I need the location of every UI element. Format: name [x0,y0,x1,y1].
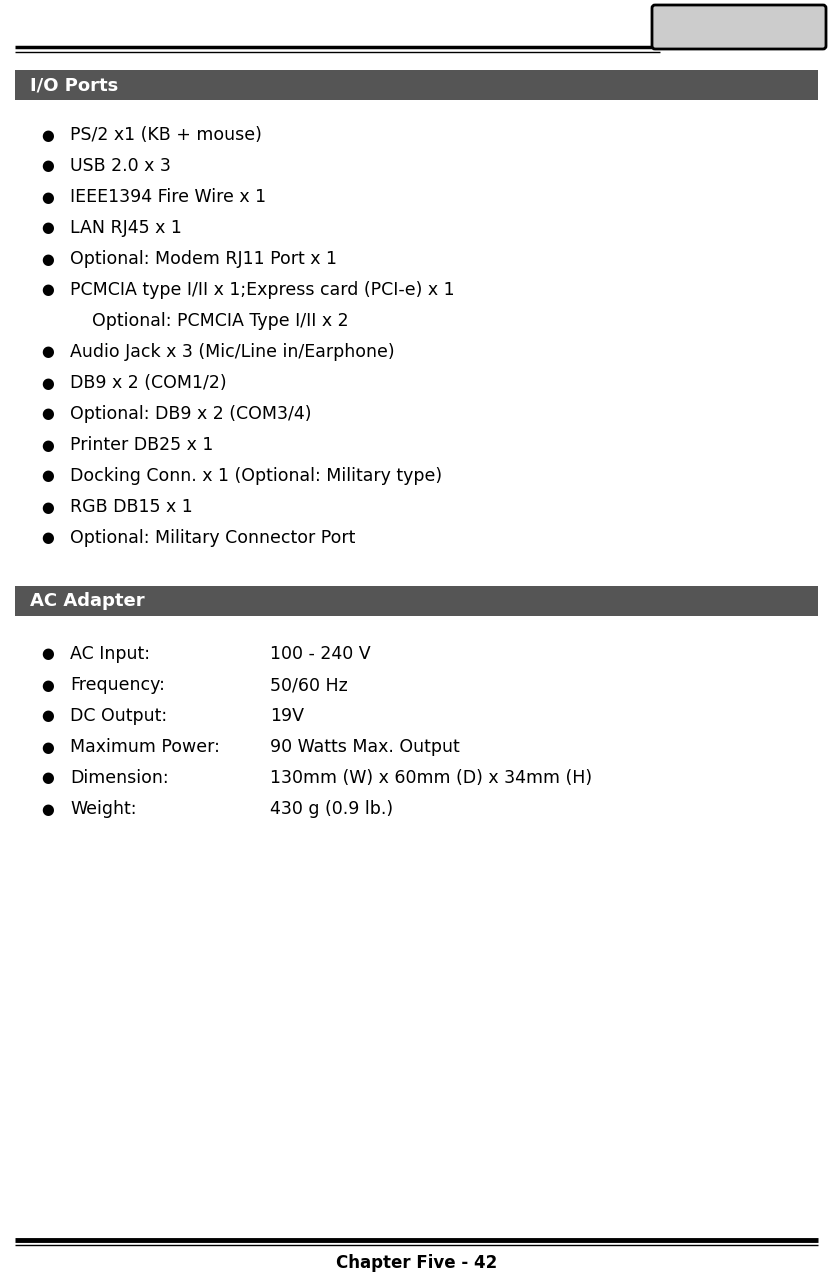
FancyBboxPatch shape [652,5,826,49]
Bar [15,70,818,100]
Text: ●: ● [42,159,54,173]
Text: USB 2.0 x 3: USB 2.0 x 3 [70,158,171,175]
Text: Docking Conn. x 1 (Optional: Military type): Docking Conn. x 1 (Optional: Military ty… [70,468,442,485]
Text: Optional: DB9 x 2 (COM3/4): Optional: DB9 x 2 (COM3/4) [70,405,312,423]
Text: 50/60 Hz: 50/60 Hz [270,676,347,694]
Text: 19V: 19V [270,707,304,725]
Text: Optional: Military Connector Port: Optional: Military Connector Port [70,529,356,547]
Text: 430 g (0.9 lb.): 430 g (0.9 lb.) [270,801,393,819]
Text: ●: ● [42,500,54,515]
Text: Weight:: Weight: [70,801,137,819]
Text: AC Adapter: AC Adapter [30,592,145,610]
Text: 130mm (W) x 60mm (D) x 34mm (H): 130mm (W) x 60mm (D) x 34mm (H) [270,769,592,787]
Text: Frequency:: Frequency: [70,676,165,694]
Text: Dimension:: Dimension: [70,769,168,787]
Text: ●: ● [42,708,54,724]
Text: I/O Ports: I/O Ports [30,76,118,94]
Text: IEEE1394 Fire Wire x 1: IEEE1394 Fire Wire x 1 [70,188,266,206]
Text: ●: ● [42,345,54,360]
Text: ●: ● [42,770,54,785]
Text: Printer DB25 x 1: Printer DB25 x 1 [70,436,213,453]
Text: LAN RJ45 x 1: LAN RJ45 x 1 [70,219,182,237]
Text: ●: ● [42,406,54,421]
Text: 90 Watts Max. Output: 90 Watts Max. Output [270,738,460,756]
Text: ●: ● [42,251,54,266]
Text: Maximum Power:: Maximum Power: [70,738,220,756]
Text: ●: ● [42,802,54,816]
Text: ●: ● [42,220,54,236]
Text: ●: ● [42,375,54,391]
Text: 100 - 240 V: 100 - 240 V [270,646,371,664]
Text: PS/2 x1 (KB + mouse): PS/2 x1 (KB + mouse) [70,126,262,143]
Text: DC Output:: DC Output: [70,707,167,725]
Text: Audio Jack x 3 (Mic/Line in/Earphone): Audio Jack x 3 (Mic/Line in/Earphone) [70,343,395,361]
Text: ●: ● [42,647,54,661]
Text: Specification: Specification [678,18,800,36]
Text: ●: ● [42,530,54,546]
Text: DB9 x 2 (COM1/2): DB9 x 2 (COM1/2) [70,374,227,392]
Text: Optional: Modem RJ11 Port x 1: Optional: Modem RJ11 Port x 1 [70,250,337,268]
Text: RGB DB15 x 1: RGB DB15 x 1 [70,498,192,516]
Text: ●: ● [42,678,54,693]
Text: Chapter Five - 42: Chapter Five - 42 [336,1254,497,1272]
Text: ●: ● [42,739,54,755]
Text: ●: ● [42,283,54,297]
Text: ●: ● [42,438,54,452]
Text: Optional: PCMCIA Type I/II x 2: Optional: PCMCIA Type I/II x 2 [92,313,349,330]
Text: AC Input:: AC Input: [70,646,150,664]
Text: ●: ● [42,128,54,142]
Bar [15,585,818,616]
Text: ●: ● [42,190,54,205]
Text: PCMCIA type I/II x 1;Express card (PCI-e) x 1: PCMCIA type I/II x 1;Express card (PCI-e… [70,281,455,298]
Text: ●: ● [42,469,54,483]
